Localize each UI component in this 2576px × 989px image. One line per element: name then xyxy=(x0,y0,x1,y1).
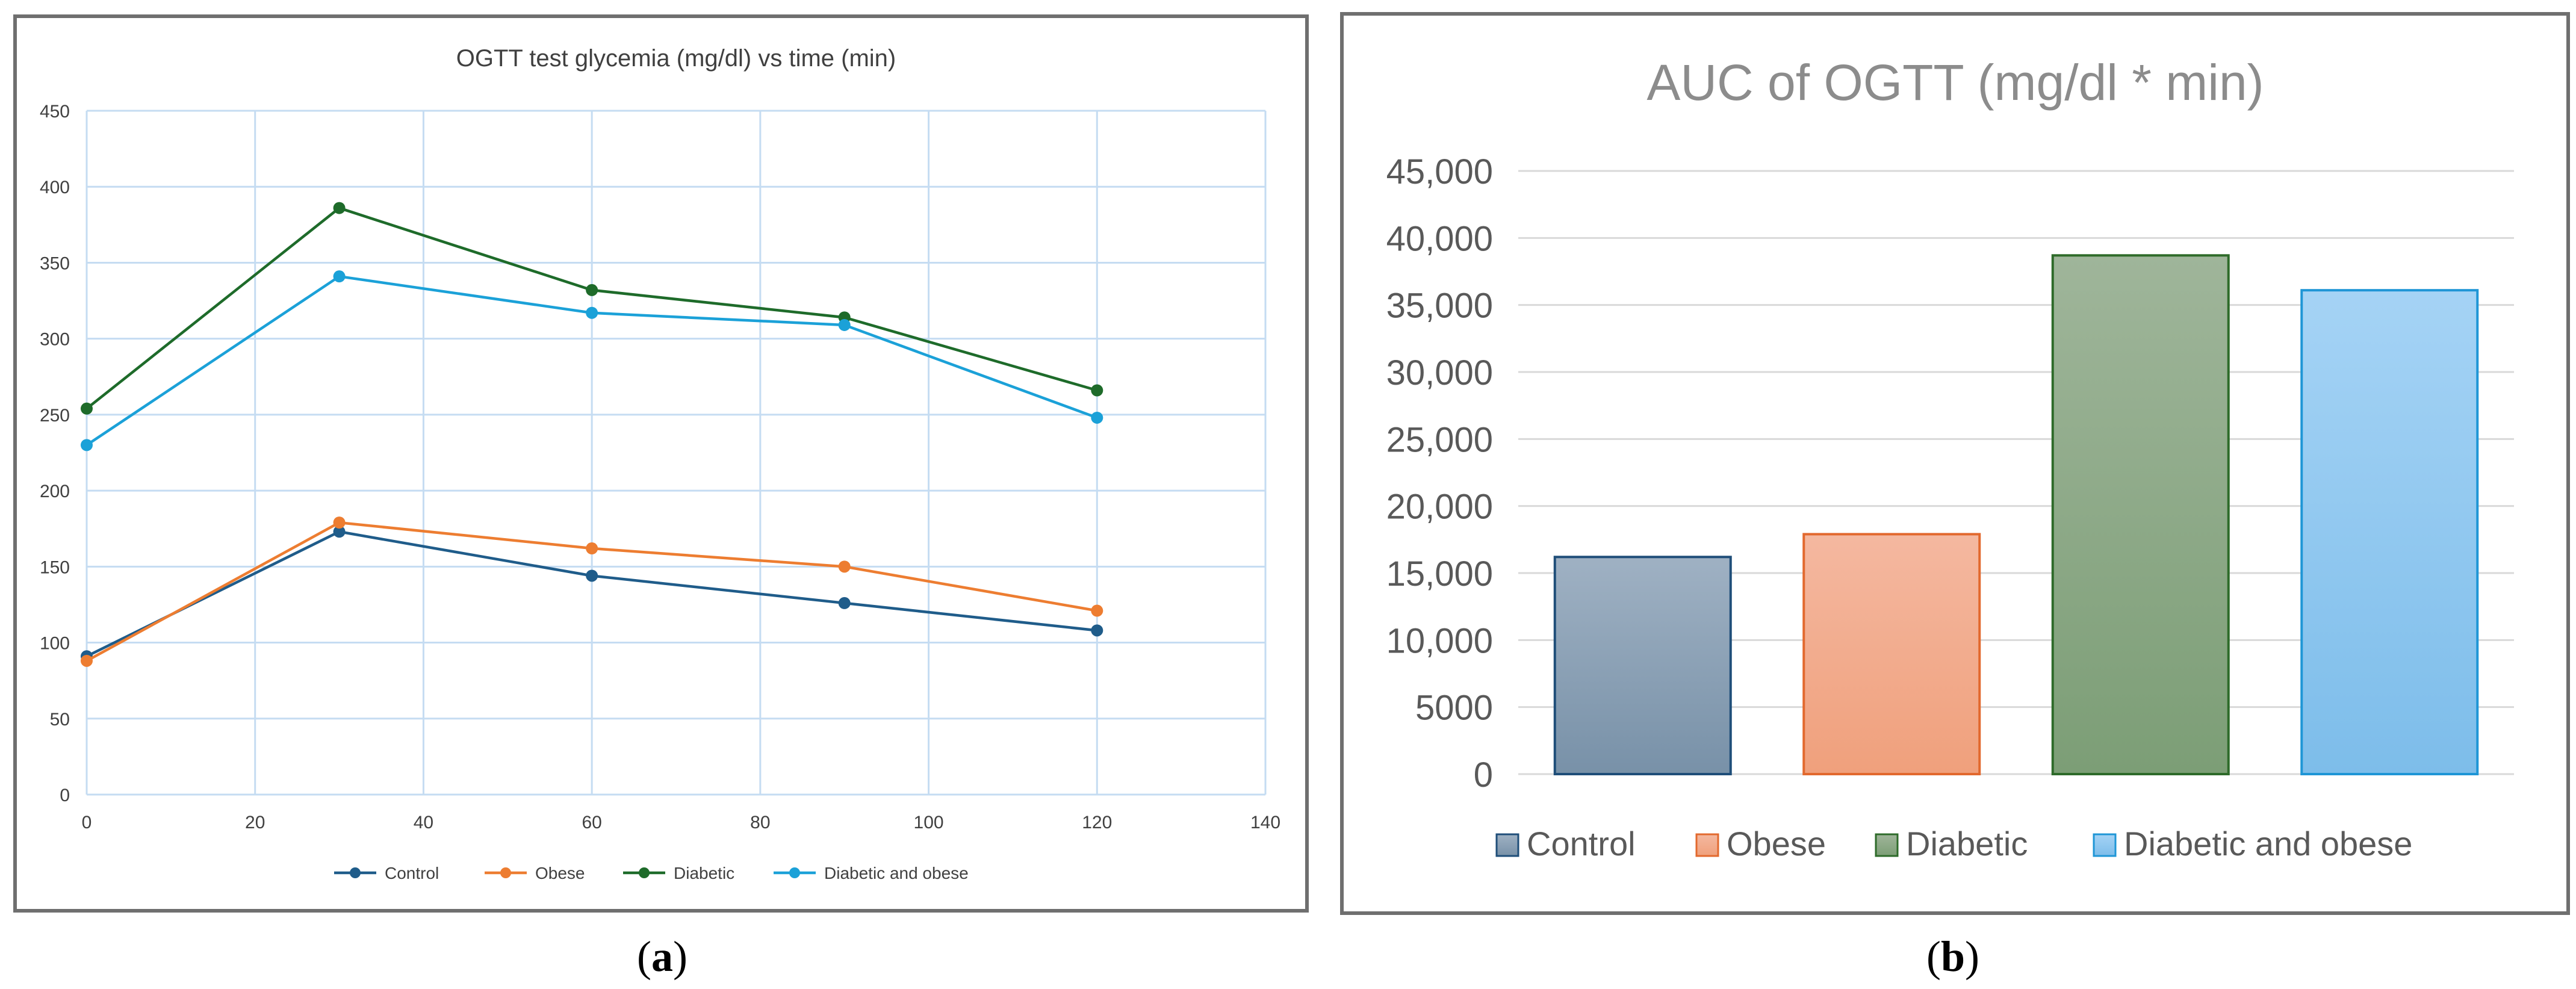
x-tick-label: 0 xyxy=(82,813,92,832)
legend-label: Diabetic and obese xyxy=(2124,825,2412,863)
data-point-diabetic-and-obese xyxy=(586,306,598,319)
legend-swatch xyxy=(1495,833,1519,857)
y-tick-label: 150 xyxy=(40,557,70,577)
data-point-obese xyxy=(838,560,851,573)
y-tick-label: 35,000 xyxy=(1386,287,1493,326)
legend-label: Diabetic and obese xyxy=(824,864,969,882)
y-tick-label: 5000 xyxy=(1415,689,1493,728)
legend-swatch xyxy=(2093,833,2117,857)
caption-b: (b) xyxy=(1926,932,1979,981)
x-tick-label: 140 xyxy=(1250,813,1280,832)
legend-label: Control xyxy=(385,864,439,882)
legend-marker xyxy=(350,867,361,878)
legend-marker xyxy=(500,867,511,878)
y-tick-label: 450 xyxy=(40,102,70,122)
legend-marker xyxy=(639,867,650,878)
legend-marker xyxy=(789,867,800,878)
y-tick-label: 0 xyxy=(1474,755,1493,795)
y-tick-label: 50 xyxy=(50,710,70,730)
bar-diabetic xyxy=(2051,254,2230,775)
y-tick-label: 300 xyxy=(40,330,70,350)
data-point-control xyxy=(333,526,346,538)
y-tick-label: 200 xyxy=(40,482,70,501)
line-chart: OGTT test glycemia (mg/dl) vs time (min)… xyxy=(40,45,1280,882)
y-tick-label: 25,000 xyxy=(1386,420,1493,459)
bar-chart: AUC of OGTT (mg/dl * min) 0 5000 10,000 15,0… xyxy=(1386,54,2514,863)
caption-a: (a) xyxy=(637,932,687,981)
x-tick-label: 20 xyxy=(245,813,265,832)
data-point-obese xyxy=(333,516,346,529)
data-point-obese xyxy=(1091,604,1103,617)
data-point-diabetic xyxy=(586,284,598,296)
y-tick-label: 15,000 xyxy=(1386,554,1493,594)
bar-obese xyxy=(1802,533,1981,776)
data-point-diabetic-and-obese xyxy=(838,318,851,331)
data-point-diabetic-and-obese xyxy=(81,439,93,451)
data-point-diabetic-and-obese xyxy=(333,270,346,283)
panel-b: AUC of OGTT (mg/dl * min) 0 5000 10,000 15,0… xyxy=(1340,12,2570,915)
legend-label: Diabetic xyxy=(1906,825,2028,863)
panel-a: OGTT test glycemia (mg/dl) vs time (min)… xyxy=(13,14,1309,913)
data-point-control xyxy=(838,597,851,609)
bar-diabetic-and-obese xyxy=(2300,289,2479,775)
data-point-obese xyxy=(81,654,93,667)
data-point-control xyxy=(1091,624,1103,637)
legend-label: Diabetic xyxy=(674,864,734,882)
data-point-diabetic xyxy=(81,402,93,415)
legend-swatch xyxy=(1695,833,1719,857)
legend-label: Obese xyxy=(1727,825,1826,863)
y-tick-label: 40,000 xyxy=(1386,219,1493,258)
chart-title: OGTT test glycemia (mg/dl) vs time (min) xyxy=(456,45,896,72)
y-tick-label: 10,000 xyxy=(1386,621,1493,660)
y-tick-label: 30,000 xyxy=(1386,353,1493,392)
y-tick-label: 400 xyxy=(40,178,70,197)
x-tick-label: 60 xyxy=(582,813,601,832)
y-tick-label: 250 xyxy=(40,406,70,426)
caption-b-letter: b xyxy=(1940,932,1966,981)
x-tick-label: 120 xyxy=(1082,813,1112,832)
x-tick-label: 40 xyxy=(414,813,433,832)
y-tick-label: 0 xyxy=(60,786,70,805)
y-tick-label: 100 xyxy=(40,634,70,654)
data-point-control xyxy=(586,569,598,582)
x-tick-label: 80 xyxy=(750,813,770,832)
legend-label: Control xyxy=(1527,825,1636,863)
y-tick-label: 20,000 xyxy=(1386,488,1493,527)
chart-title: AUC of OGTT (mg/dl * min) xyxy=(1646,54,2264,111)
data-point-obese xyxy=(586,542,598,555)
caption-a-letter: a xyxy=(651,932,673,981)
legend-label: Obese xyxy=(535,864,585,882)
y-tick-label: 45,000 xyxy=(1386,152,1493,191)
bar-control xyxy=(1553,556,1732,776)
data-point-diabetic xyxy=(1091,384,1103,397)
x-tick-label: 100 xyxy=(914,813,944,832)
legend-swatch xyxy=(1875,833,1899,857)
y-tick-label: 350 xyxy=(40,253,70,273)
data-point-diabetic xyxy=(333,202,346,214)
data-point-diabetic-and-obese xyxy=(1091,411,1103,424)
